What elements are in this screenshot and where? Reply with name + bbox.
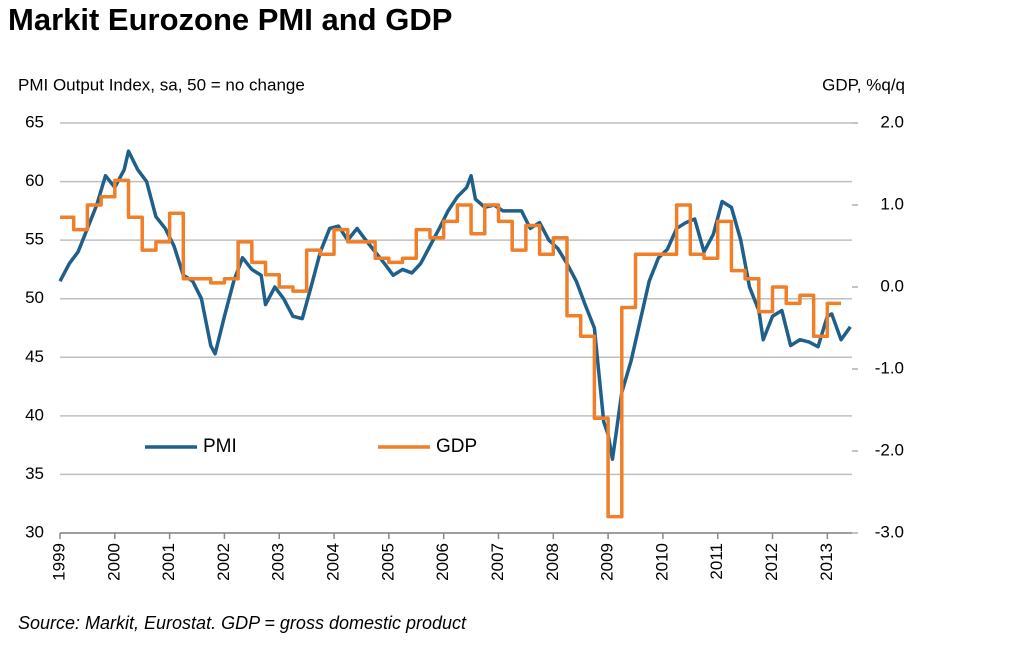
y2-tick-label: 2.0 xyxy=(880,112,904,131)
x-tick-label: 2013 xyxy=(817,543,836,581)
x-tick-label: 2010 xyxy=(652,543,671,581)
y-tick-label: 30 xyxy=(25,522,44,541)
y2-tick-label: -3.0 xyxy=(875,522,904,541)
x-tick-label: 1999 xyxy=(49,543,68,581)
y2-tick-label: -2.0 xyxy=(875,440,904,459)
x-tick-label: 2011 xyxy=(707,543,726,580)
y-tick-label: 35 xyxy=(25,464,44,483)
y2-tick-label: -1.0 xyxy=(875,358,904,377)
y-tick-label: 45 xyxy=(25,347,44,366)
series-line xyxy=(60,178,842,519)
x-tick-label: 2000 xyxy=(104,543,123,581)
x-tick-label: 2008 xyxy=(543,543,562,581)
y-tick-label: 50 xyxy=(25,288,44,307)
x-tick-label: 2004 xyxy=(324,543,343,581)
series-line xyxy=(58,149,852,461)
source-note: Source: Markit, Eurostat. GDP = gross do… xyxy=(18,613,467,633)
x-tick-label: 2009 xyxy=(598,543,617,581)
x-tick-label: 2012 xyxy=(762,543,781,581)
y-tick-label: 55 xyxy=(25,230,44,249)
y-tick-label: 65 xyxy=(25,112,44,131)
y2-tick-label: 0.0 xyxy=(880,276,904,295)
x-tick-label: 2006 xyxy=(433,543,452,581)
x-tick-label: 2003 xyxy=(269,543,288,581)
x-tick-label: 2001 xyxy=(159,543,178,581)
x-tick-label: 2002 xyxy=(214,543,233,581)
y2-axis-label: GDP, %q/q xyxy=(822,75,905,94)
y-tick-label: 40 xyxy=(25,405,44,424)
legend-label: PMI xyxy=(203,436,237,457)
y2-tick-label: 1.0 xyxy=(880,194,904,213)
chart-title: Markit Eurozone PMI and GDP xyxy=(8,2,452,37)
x-tick-label: 2007 xyxy=(488,543,507,581)
y-tick-label: 60 xyxy=(25,171,44,190)
x-tick-label: 2005 xyxy=(378,543,397,581)
y-axis-label: PMI Output Index, sa, 50 = no change xyxy=(18,75,305,94)
legend-label: GDP xyxy=(436,436,477,457)
